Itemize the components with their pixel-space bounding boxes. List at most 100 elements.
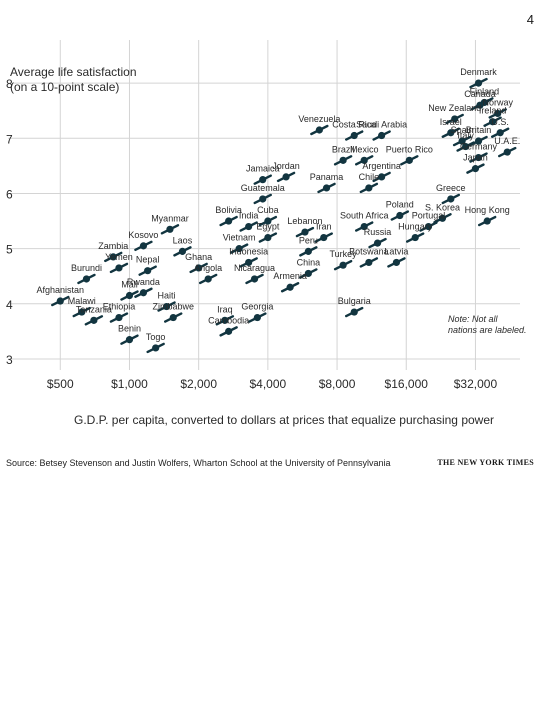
data-point xyxy=(451,115,459,123)
data-point xyxy=(259,176,267,184)
data-point xyxy=(503,148,511,156)
point-label: New Zealand xyxy=(428,103,481,113)
data-point xyxy=(447,195,455,203)
data-point xyxy=(264,233,272,242)
point-label: Argentina xyxy=(362,161,401,171)
point-label: Peru xyxy=(299,235,318,245)
data-point xyxy=(162,302,171,311)
data-point xyxy=(462,142,470,151)
point-label: Hong Kong xyxy=(465,205,510,215)
point-label: Armenia xyxy=(273,271,307,281)
point-label: Cuba xyxy=(257,205,279,215)
point-label: Malawi xyxy=(68,296,96,306)
point-label: U.S. xyxy=(491,117,509,127)
point-label: Egypt xyxy=(256,222,280,232)
point-label: Ireland xyxy=(479,106,507,116)
data-point xyxy=(365,184,373,192)
data-point xyxy=(474,153,483,162)
data-point xyxy=(125,336,134,344)
point-label: Denmark xyxy=(460,67,497,77)
data-point xyxy=(474,79,483,87)
x-tick-label: $32,000 xyxy=(454,377,498,391)
data-points xyxy=(51,77,517,354)
y-tick-label: 6 xyxy=(6,187,13,201)
point-label: Iran xyxy=(316,222,332,232)
y-tick-label: 3 xyxy=(6,353,13,367)
point-label: Portugal xyxy=(412,211,446,221)
page-number: 4 xyxy=(526,12,534,27)
data-point xyxy=(253,313,261,322)
point-label: Togo xyxy=(146,332,166,342)
data-point xyxy=(339,261,347,269)
point-label: Botswana xyxy=(349,246,389,256)
point-label: Brazil xyxy=(332,144,355,154)
point-label: Spain xyxy=(451,125,474,135)
data-point xyxy=(458,137,466,145)
data-point xyxy=(225,327,233,335)
point-label: Kosovo xyxy=(128,230,158,240)
data-point xyxy=(245,258,253,267)
point-label: Norway xyxy=(482,97,513,107)
data-point xyxy=(115,313,123,322)
point-label: Canada xyxy=(464,89,496,99)
y-tick-label: 7 xyxy=(6,132,13,146)
data-point xyxy=(480,98,488,107)
point-label: Bulgaria xyxy=(338,296,371,306)
x-tick-label: $8,000 xyxy=(319,377,356,391)
point-label: Costa Rica xyxy=(332,120,376,130)
x-tick-label: $500 xyxy=(47,377,74,391)
point-label: Guatemala xyxy=(241,183,285,193)
data-point xyxy=(235,245,243,253)
axis-labels: 3 4 5 6 7 8 $500 $1,000 $2,000 $4,000 $8,000 $16,00… xyxy=(6,77,497,391)
data-point xyxy=(259,195,267,203)
point-label: China xyxy=(297,257,321,267)
data-point xyxy=(320,233,328,242)
y-tick-label: 5 xyxy=(6,243,13,257)
point-label: Iraq xyxy=(217,304,233,314)
data-point xyxy=(90,316,98,324)
data-point xyxy=(195,264,203,272)
point-label: Vietnam xyxy=(223,233,256,243)
point-label: Angola xyxy=(194,263,222,273)
point-label: Myanmar xyxy=(151,213,189,223)
data-point xyxy=(360,222,368,231)
data-point xyxy=(139,242,148,250)
data-point xyxy=(494,109,502,118)
data-point xyxy=(82,275,91,283)
point-label: Indonesia xyxy=(229,246,268,256)
point-label: Italy xyxy=(457,131,474,141)
data-point xyxy=(56,297,64,305)
x-tick-label: $4,000 xyxy=(250,377,287,391)
data-point xyxy=(115,264,123,272)
data-point xyxy=(245,222,253,231)
point-label: Russia xyxy=(364,227,392,237)
source-note: Source: Betsey Stevenson and Justin Wolf… xyxy=(6,458,391,468)
point-label: Zimbabwe xyxy=(152,302,194,312)
point-label: Rwanda xyxy=(127,277,160,287)
point-label: Burundi xyxy=(71,263,102,273)
data-point xyxy=(152,344,160,352)
data-point xyxy=(304,247,312,255)
point-label: Jamaica xyxy=(246,164,280,174)
data-point xyxy=(304,269,312,278)
point-label: India xyxy=(239,211,259,221)
point-label: Mali xyxy=(121,280,138,290)
data-point xyxy=(204,275,212,283)
data-point xyxy=(424,222,433,231)
point-label: Nepal xyxy=(136,255,160,265)
point-label: Chile xyxy=(359,172,380,182)
data-point xyxy=(471,165,480,173)
data-point xyxy=(373,239,382,247)
point-label: Zambia xyxy=(98,241,128,251)
point-label: Japan xyxy=(463,153,488,163)
x-tick-label: $16,000 xyxy=(385,377,429,391)
data-point xyxy=(350,131,358,140)
data-point xyxy=(264,217,272,225)
data-point xyxy=(365,258,373,267)
data-point xyxy=(378,173,386,181)
data-point xyxy=(378,131,386,140)
data-point xyxy=(360,156,368,164)
data-point xyxy=(392,258,401,267)
point-label: Israel xyxy=(440,117,462,127)
